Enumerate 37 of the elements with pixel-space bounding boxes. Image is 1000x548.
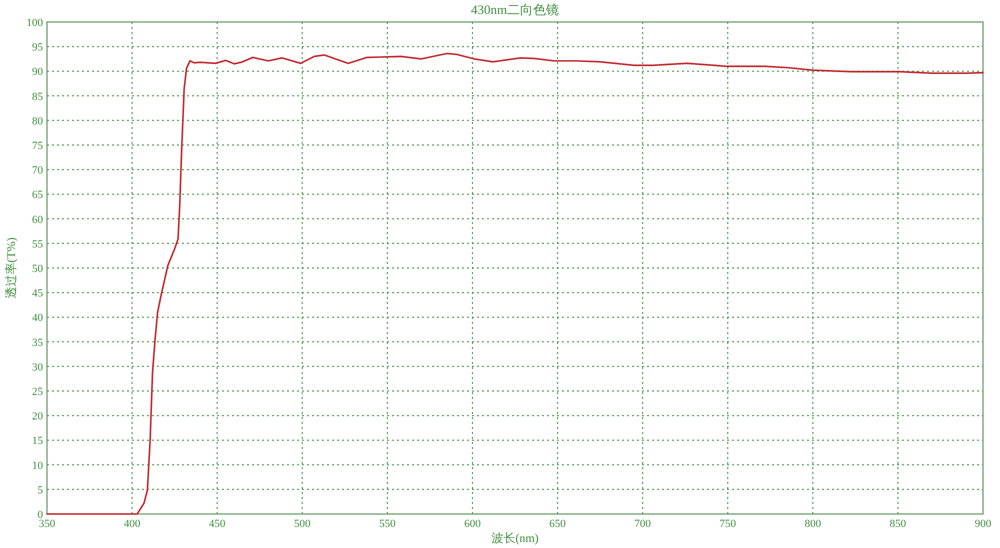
x-tick-label: 750 <box>719 518 736 530</box>
y-tick-label: 25 <box>32 386 44 398</box>
y-tick-label: 80 <box>32 115 44 128</box>
x-tick-label: 900 <box>974 518 992 530</box>
x-tick-label: 450 <box>208 518 226 530</box>
y-tick-label: 85 <box>32 90 44 103</box>
y-tick-label: 95 <box>32 42 44 54</box>
y-tick-label: 100 <box>26 17 44 29</box>
y-tick-label: 0 <box>38 509 44 521</box>
y-tick-label: 60 <box>32 214 44 226</box>
x-tick-label: 500 <box>294 518 312 530</box>
y-tick-label: 90 <box>32 66 44 78</box>
y-tick-label: 15 <box>32 435 44 448</box>
y-tick-label: 45 <box>32 288 44 300</box>
y-tick-label: 40 <box>32 312 44 324</box>
x-tick-label: 700 <box>634 518 652 530</box>
y-tick-label: 50 <box>32 263 44 275</box>
y-tick-label: 20 <box>32 410 44 423</box>
y-tick-label: 35 <box>32 336 44 349</box>
y-tick-label: 30 <box>32 361 44 374</box>
x-tick-label: 350 <box>38 518 56 530</box>
x-tick-label: 850 <box>890 518 907 530</box>
y-tick-label: 70 <box>32 164 44 177</box>
x-tick-label: 550 <box>379 518 396 530</box>
y-tick-label: 75 <box>32 140 44 152</box>
chart-title: 430nm二向色镜 <box>470 2 560 17</box>
y-tick-label: 55 <box>32 238 44 250</box>
y-tick-label: 10 <box>32 460 44 472</box>
x-tick-label: 800 <box>804 518 822 530</box>
x-tick-label: 400 <box>124 518 141 530</box>
x-tick-label: 650 <box>549 518 566 530</box>
x-axis-title: 波长(nm) <box>491 531 539 545</box>
y-axis-title: 透过率(T%) <box>4 237 18 299</box>
y-tick-label: 5 <box>38 484 44 496</box>
y-tick-label: 65 <box>32 189 44 202</box>
line-series <box>46 52 984 515</box>
x-tick-label: 600 <box>464 518 482 530</box>
